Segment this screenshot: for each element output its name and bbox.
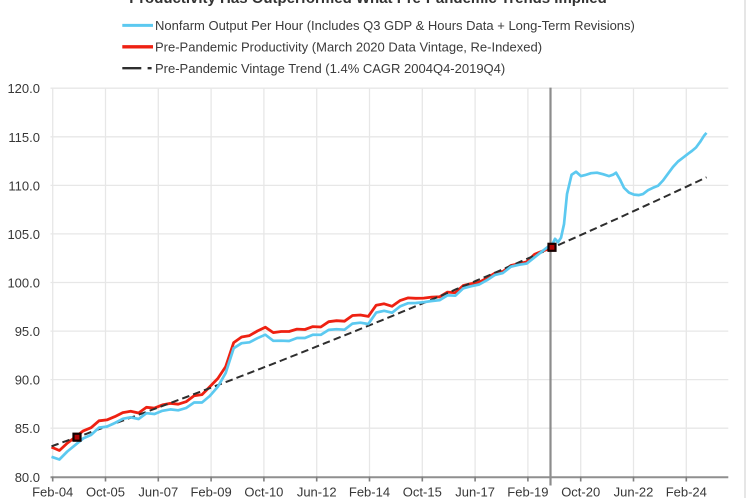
svg-text:Pre-Pandemic Productivity (Mar: Pre-Pandemic Productivity (March 2020 Da… [155, 40, 542, 55]
svg-text:Feb-19: Feb-19 [507, 485, 548, 498]
svg-text:85.0: 85.0 [15, 421, 40, 436]
svg-text:Jun-07: Jun-07 [138, 485, 178, 498]
svg-text:Jun-17: Jun-17 [455, 485, 495, 498]
svg-text:105.0: 105.0 [7, 227, 40, 242]
svg-text:Jun-22: Jun-22 [614, 485, 654, 498]
svg-text:Jun-12: Jun-12 [297, 485, 337, 498]
svg-text:90.0: 90.0 [15, 373, 40, 388]
svg-text:Oct-15: Oct-15 [403, 485, 442, 498]
svg-text:120.0: 120.0 [7, 81, 40, 96]
svg-text:95.0: 95.0 [15, 324, 40, 339]
svg-text:Oct-10: Oct-10 [244, 485, 283, 498]
svg-text:Feb-24: Feb-24 [666, 485, 707, 498]
svg-text:Feb-14: Feb-14 [349, 485, 390, 498]
svg-text:Oct-05: Oct-05 [86, 485, 125, 498]
svg-text:110.0: 110.0 [8, 178, 40, 193]
svg-text:100.0: 100.0 [7, 276, 40, 291]
svg-text:Feb-04: Feb-04 [32, 485, 73, 498]
svg-text:80.0: 80.0 [15, 470, 40, 485]
svg-text:Nonfarm Output Per Hour (Inclu: Nonfarm Output Per Hour (Includes Q3 GDP… [155, 18, 635, 33]
svg-text:Oct-20: Oct-20 [561, 485, 600, 498]
svg-text:Pre-Pandemic Vintage Trend (1.: Pre-Pandemic Vintage Trend (1.4% CAGR 20… [155, 61, 505, 76]
svg-text:115.0: 115.0 [8, 130, 40, 145]
svg-text:Productivity Has Outperformed: Productivity Has Outperformed What Pre-P… [129, 0, 607, 7]
svg-text:Feb-09: Feb-09 [190, 485, 231, 498]
